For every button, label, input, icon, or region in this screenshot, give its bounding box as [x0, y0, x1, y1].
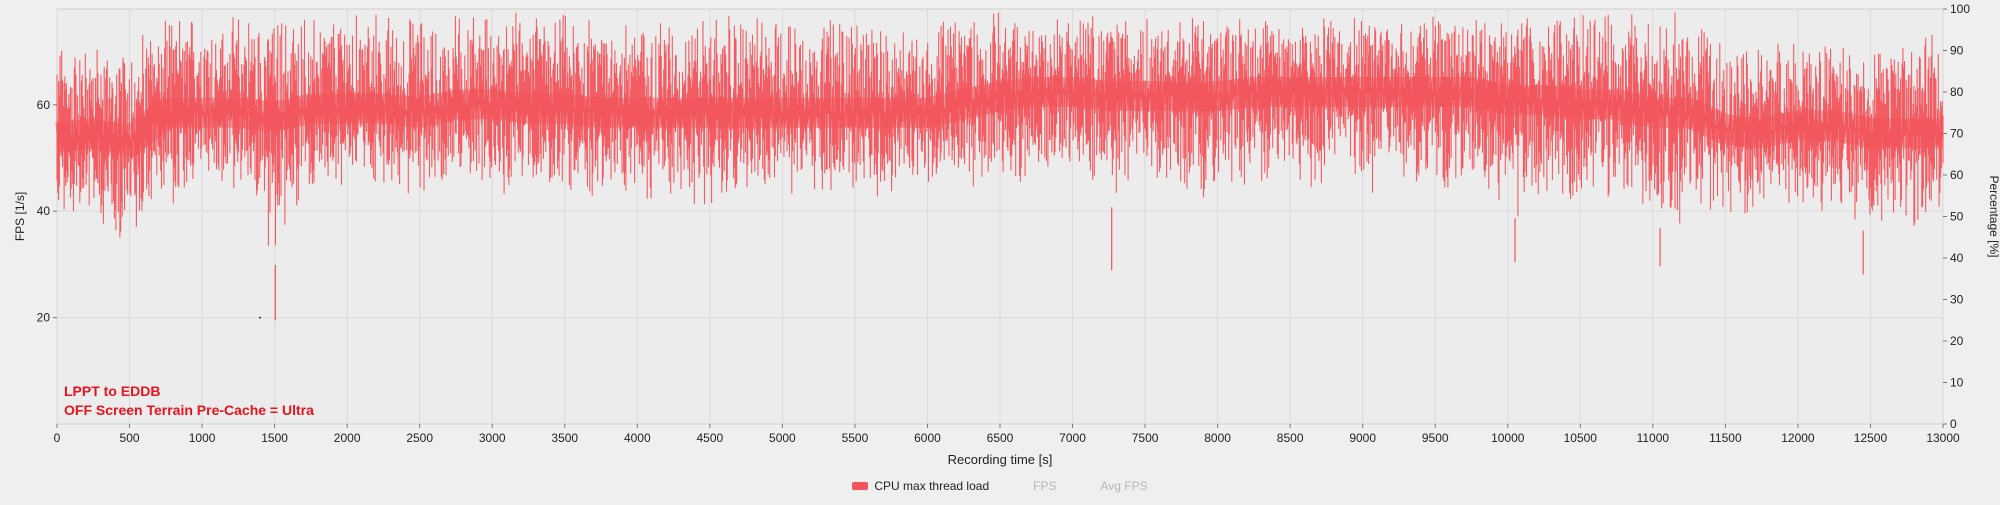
- legend-item-cpu-max-thread-load[interactable]: CPU max thread load: [852, 479, 989, 493]
- y-right-tick-label: 40: [1950, 251, 1964, 265]
- fps-stray-point: [259, 316, 262, 319]
- y-right-tick-label: 100: [1950, 2, 1970, 16]
- legend-item-fps[interactable]: FPS: [1033, 479, 1056, 493]
- x-tick-label: 11000: [1637, 431, 1670, 445]
- x-tick-label: 9500: [1422, 431, 1449, 445]
- y-axis-right-label: Percentage [%]: [1987, 175, 2000, 257]
- x-tick-label: 10000: [1491, 431, 1525, 445]
- y-left-tick-label: 60: [37, 98, 51, 112]
- y-axis-left-label: FPS [1/s]: [13, 192, 27, 241]
- x-tick-label: 2000: [334, 431, 361, 445]
- y-right-tick-label: 60: [1950, 168, 1964, 182]
- x-tick-label: 6000: [914, 431, 941, 445]
- y-right-tick-label: 70: [1950, 127, 1964, 141]
- chart-annotation: LPPT to EDDB OFF Screen Terrain Pre-Cach…: [64, 382, 314, 420]
- x-tick-label: 11500: [1709, 431, 1742, 445]
- legend-label: FPS: [1033, 479, 1057, 493]
- x-tick-label: 3500: [551, 431, 578, 445]
- x-tick-label: 7000: [1059, 431, 1086, 445]
- axes-layer: 0 500 1000 1500 2000 2500 3000 3500 4000 4500 5000…: [37, 2, 1971, 445]
- x-tick-label: 1000: [189, 431, 216, 445]
- x-tick-label: 8000: [1204, 431, 1231, 445]
- x-tick-label: 3000: [479, 431, 506, 445]
- x-tick-label: 4000: [624, 431, 651, 445]
- x-axis-label: Recording time [s]: [948, 452, 1053, 467]
- y-right-tick-label: 10: [1950, 376, 1964, 390]
- y-right-tick-label: 30: [1950, 293, 1964, 307]
- y-right-tick-label: 0: [1950, 417, 1957, 431]
- x-tick-label: 5500: [842, 431, 869, 445]
- x-tick-label: 9000: [1349, 431, 1376, 445]
- x-tick-label: 2500: [406, 431, 433, 445]
- y-right-tick-label: 50: [1950, 210, 1964, 224]
- legend-label: Avg FPS: [1100, 479, 1148, 493]
- x-tick-label: 7500: [1132, 431, 1159, 445]
- y-left-tick-label: 40: [37, 204, 51, 218]
- legend: CPU max thread load FPS Avg FPS: [0, 476, 2000, 496]
- x-tick-label: 500: [120, 431, 140, 445]
- y-right-tick-label: 90: [1950, 44, 1964, 58]
- y-right-tick-label: 80: [1950, 85, 1964, 99]
- x-tick-label: 5000: [769, 431, 796, 445]
- legend-swatch: [852, 482, 869, 490]
- annotation-line-setting: OFF Screen Terrain Pre-Cache = Ultra: [64, 402, 314, 418]
- x-tick-label: 12500: [1854, 431, 1888, 445]
- x-tick-label: 13000: [1926, 431, 1960, 445]
- x-tick-label: 6500: [987, 431, 1014, 445]
- y-left-tick-label: 20: [37, 311, 51, 325]
- legend-label: CPU max thread load: [874, 479, 990, 493]
- legend-item-avg-fps[interactable]: Avg FPS: [1100, 479, 1147, 493]
- series-layer: [55, 12, 1944, 321]
- y-right-tick-label: 20: [1950, 334, 1964, 348]
- series-cpu-core-band: [55, 77, 1943, 157]
- x-tick-label: 1500: [261, 431, 288, 445]
- x-tick-label: 10500: [1564, 431, 1598, 445]
- x-tick-label: 12000: [1781, 431, 1815, 445]
- annotation-line-route: LPPT to EDDB: [64, 383, 161, 399]
- x-tick-label: 8500: [1277, 431, 1304, 445]
- x-tick-label: 4500: [696, 431, 723, 445]
- x-tick-label: 0: [54, 431, 61, 445]
